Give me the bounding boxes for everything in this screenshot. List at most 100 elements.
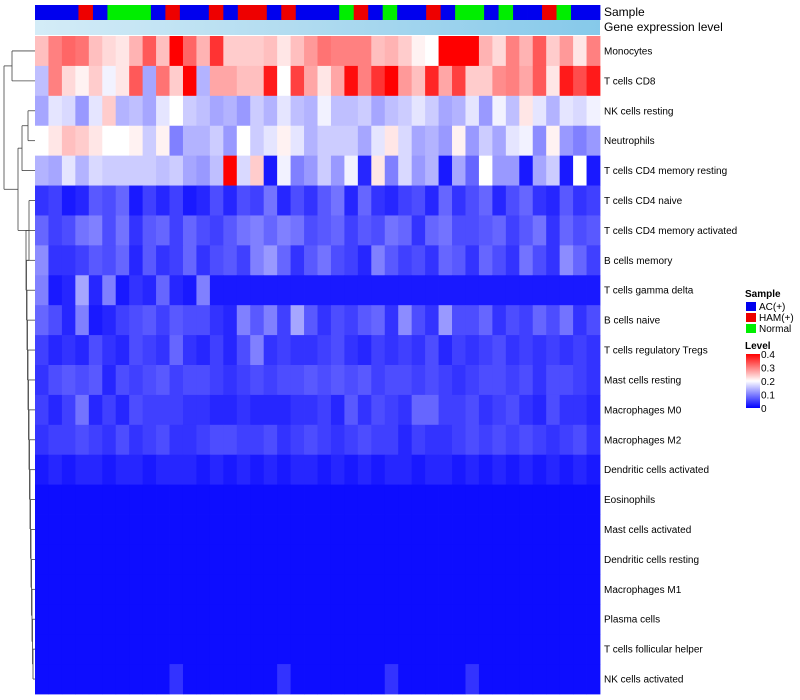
sample-annotation-cell	[440, 5, 456, 20]
heatmap-cell	[61, 335, 76, 366]
heatmap-cell	[505, 544, 520, 575]
heatmap-cell	[236, 335, 251, 366]
heatmap-cell	[425, 604, 439, 635]
heatmap-cell	[209, 125, 224, 157]
heatmap-cell	[425, 484, 439, 515]
row-label: T cells gamma delta	[604, 286, 694, 297]
heatmap-cell	[209, 335, 224, 366]
heatmap-cell	[411, 215, 426, 246]
heatmap-cell	[35, 155, 49, 186]
heatmap-cell	[586, 454, 601, 486]
heatmap-cell	[398, 215, 413, 246]
heatmap-cell	[559, 275, 574, 306]
heatmap-cell	[88, 604, 103, 635]
heatmap-cell	[452, 335, 466, 366]
heatmap-cell	[115, 604, 130, 635]
heatmap-cell	[182, 365, 197, 396]
heatmap-cell	[61, 604, 76, 635]
heatmap-cell	[61, 125, 76, 157]
heatmap-cell	[196, 215, 211, 246]
heatmap-cell	[263, 514, 278, 545]
heatmap-cell	[35, 335, 49, 366]
heatmap-cell	[546, 664, 561, 695]
heatmap-cell	[478, 305, 493, 336]
heatmap-cell	[169, 215, 184, 246]
heatmap-cell	[182, 185, 197, 216]
heatmap-cell	[384, 424, 399, 456]
heatmap-cell	[102, 394, 117, 426]
heatmap-cell	[505, 95, 520, 127]
heatmap-cell	[371, 305, 386, 336]
heatmap-cell	[263, 155, 278, 186]
sample-annotation-cell	[281, 5, 297, 20]
heatmap-cell	[344, 514, 359, 545]
heatmap-cell	[492, 305, 507, 336]
heatmap-cell	[102, 245, 117, 276]
heatmap-cell	[559, 95, 574, 127]
heatmap-cell	[129, 484, 144, 515]
legend-tick-0: 0	[761, 404, 767, 415]
heatmap-cell	[344, 604, 359, 635]
sample-annotation-cell	[63, 5, 79, 20]
heatmap-cell	[492, 215, 507, 246]
heatmap-cell	[492, 155, 507, 186]
sample-annotation-cell	[208, 5, 224, 20]
heatmap-cell	[344, 215, 359, 246]
heatmap-cell	[223, 544, 238, 575]
heatmap-cell	[398, 484, 413, 515]
heatmap-cell	[48, 185, 63, 216]
heatmap-cell	[438, 275, 453, 306]
heatmap-cell	[142, 484, 157, 515]
heatmap-cell	[478, 604, 493, 635]
heatmap-cell	[344, 484, 359, 515]
heatmap-cell	[465, 215, 480, 246]
heatmap-cell	[573, 305, 587, 336]
heatmap-cell	[277, 215, 291, 246]
heatmap-cell	[250, 424, 265, 456]
heatmap-cell	[61, 484, 76, 515]
heatmap-cell	[532, 305, 547, 336]
heatmap-cell	[115, 125, 130, 157]
heatmap-cell	[519, 454, 534, 486]
legend-label-ham: HAM(+)	[759, 313, 794, 324]
heatmap-cell	[371, 634, 386, 665]
heatmap-cell	[519, 305, 534, 336]
heatmap-cell	[357, 215, 372, 246]
heatmap-cell	[546, 155, 561, 186]
legend-swatch-normal	[746, 324, 756, 333]
heatmap-cell	[465, 604, 480, 635]
heatmap-cell	[573, 65, 587, 97]
heatmap-cell	[129, 155, 144, 186]
heatmap-cell	[102, 185, 117, 216]
heatmap-cell	[438, 245, 453, 276]
heatmap-cell	[102, 634, 117, 665]
heatmap-cell	[35, 424, 49, 456]
sample-annotation-cell	[136, 5, 152, 20]
heatmap-cell	[223, 394, 238, 426]
heatmap-cell	[452, 95, 466, 127]
heatmap-cell	[586, 604, 601, 635]
sample-annotation-cell	[585, 5, 601, 20]
heatmap-cell	[532, 65, 547, 97]
heatmap-cell	[546, 394, 561, 426]
heatmap-cell	[452, 125, 466, 157]
heatmap-cell	[573, 544, 587, 575]
sample-annotation-label: Sample	[604, 5, 645, 19]
heatmap-cell	[505, 454, 520, 486]
heatmap-cell	[559, 125, 574, 157]
heatmap-cell	[263, 634, 278, 665]
heatmap-cell	[357, 454, 372, 486]
heatmap-cell	[478, 454, 493, 486]
heatmap-cell	[102, 604, 117, 635]
row-label: T cells follicular helper	[604, 645, 703, 656]
heatmap-cell	[290, 544, 305, 575]
heatmap-cell	[304, 185, 318, 216]
heatmap-cell	[586, 664, 601, 695]
heatmap-cell	[357, 365, 372, 396]
heatmap-cell	[223, 634, 238, 665]
heatmap-cell	[438, 36, 453, 67]
heatmap-cell	[142, 185, 157, 216]
heatmap-cell	[384, 65, 399, 97]
heatmap-cell	[290, 65, 305, 97]
heatmap-cell	[169, 95, 184, 127]
